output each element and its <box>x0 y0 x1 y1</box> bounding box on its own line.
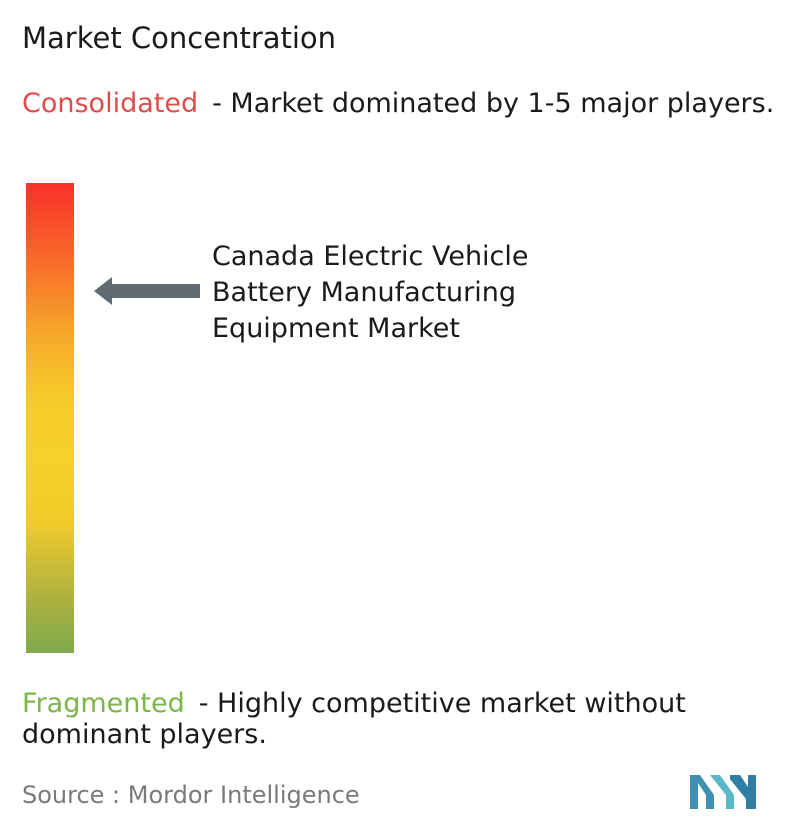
consolidated-label: Consolidated <box>22 88 199 119</box>
concentration-scale-bar <box>26 183 74 653</box>
mordor-intelligence-logo-icon <box>690 775 756 809</box>
source-attribution: Source : Mordor Intelligence <box>22 781 360 809</box>
fragmented-description: - Highly competitive market without domi… <box>22 688 686 750</box>
market-name-label: Canada Electric Vehicle Battery Manufact… <box>212 241 529 344</box>
consolidated-description: - Market dominated by 1-5 major players. <box>212 88 775 119</box>
consolidated-description-block: Consolidated - Market dominated by 1-5 ma… <box>22 88 782 119</box>
fragmented-label: Fragmented <box>22 688 185 719</box>
fragmented-description-block: Fragmented - Highly competitive market wi… <box>22 688 782 750</box>
market-position-arrow-icon <box>94 277 200 305</box>
page-title: Market Concentration <box>22 21 337 55</box>
